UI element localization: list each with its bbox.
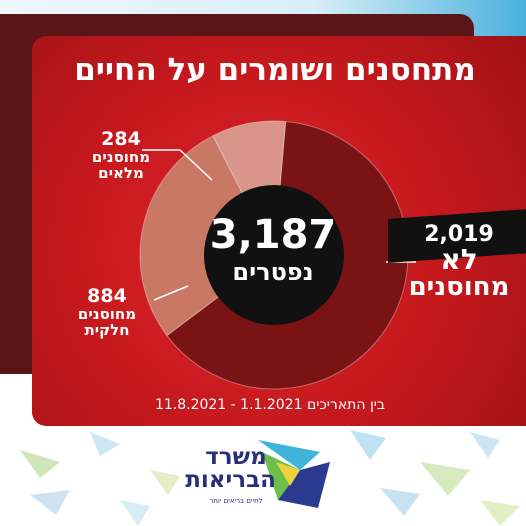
- logo-wordmark: משרד הבריאות: [185, 444, 276, 493]
- date-range: בין התאריכים 1.1.2021 - 11.8.2021: [154, 397, 386, 413]
- label-full-vaccinated: 284 מחוסנים מלאים: [76, 128, 166, 182]
- confetti-shape: [120, 500, 150, 526]
- confetti-shape: [350, 430, 386, 460]
- confetti-shape: [150, 470, 180, 495]
- partial-vaccinated-line2: חלקית: [84, 320, 130, 339]
- confetti-shape: [470, 432, 500, 458]
- not-vaccinated-line2: מחוסנים: [408, 272, 510, 302]
- confetti-shape: [20, 450, 60, 478]
- logo-line1: משרד: [205, 444, 267, 470]
- full-vaccinated-line2: מלאים: [98, 163, 144, 182]
- logo-line2: הבריאות: [185, 467, 276, 493]
- confetti-shape: [480, 500, 520, 526]
- ministry-logo-icon: [258, 440, 330, 508]
- center-total-label: נפטרים: [232, 258, 314, 286]
- center-total-value: 3,187: [209, 212, 337, 258]
- confetti-shape: [380, 488, 420, 516]
- confetti-shape: [30, 490, 70, 515]
- confetti-shape: [420, 462, 470, 496]
- confetti-shape: [90, 432, 120, 456]
- not-vaccinated-value: 2,019: [424, 222, 494, 247]
- confetti-decoration: [20, 430, 520, 526]
- partial-vaccinated-value: 884: [87, 285, 127, 307]
- label-not-vaccinated: 2,019 לא מחוסנים: [392, 222, 526, 302]
- not-vaccinated-line1: לא: [440, 243, 478, 276]
- full-vaccinated-value: 284: [101, 128, 141, 150]
- label-partial-vaccinated: 884 מחוסנים חלקית: [62, 285, 152, 339]
- leader-partial-vaccinated: [153, 285, 189, 301]
- leader-full-vaccinated: [142, 149, 213, 181]
- logo-tagline: לחיים בריאים יותר: [209, 497, 263, 505]
- chart-title: מתחסנים ושומרים על החיים: [74, 52, 476, 88]
- donut-center: [204, 185, 344, 325]
- partial-vaccinated-line1: מחוסנים: [77, 304, 137, 323]
- full-vaccinated-line1: מחוסנים: [91, 147, 151, 166]
